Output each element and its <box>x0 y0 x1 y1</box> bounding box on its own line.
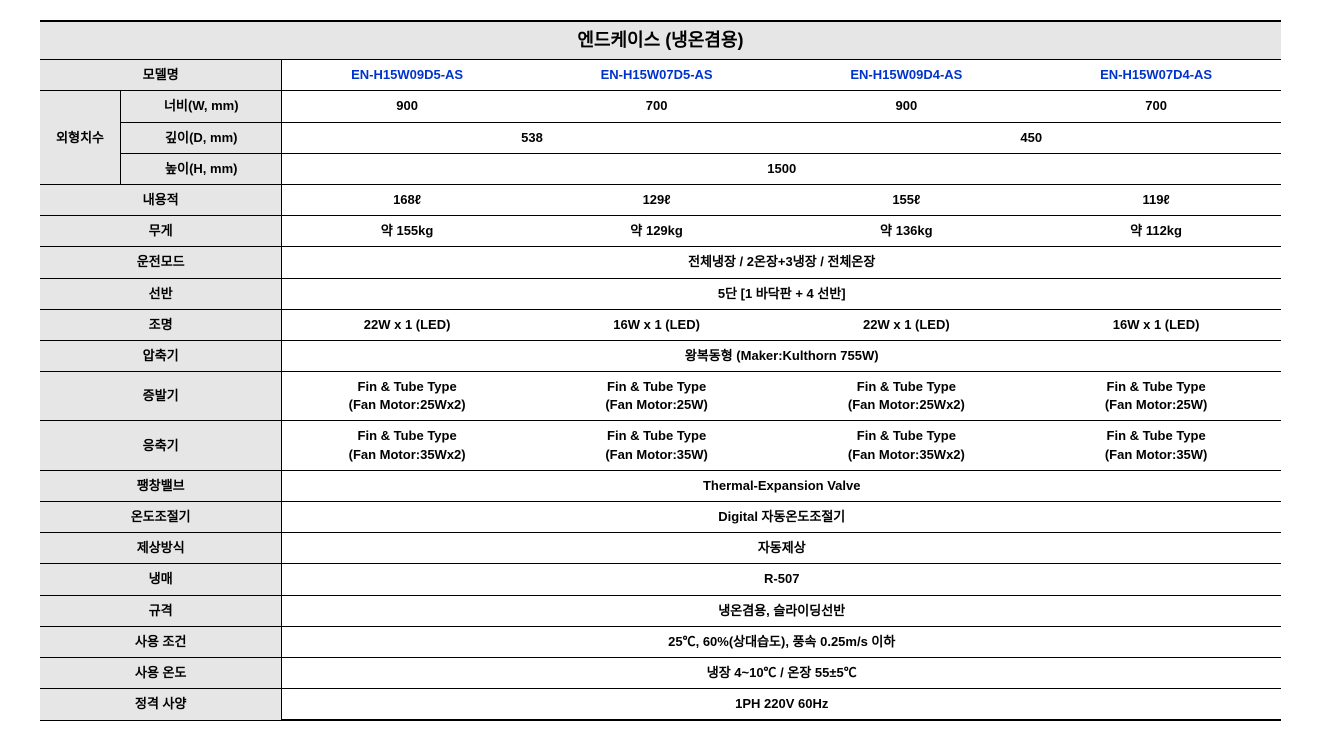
label-weight: 무게 <box>40 216 282 247</box>
label-condenser: 응축기 <box>40 421 282 470</box>
volume-0: 168ℓ <box>282 184 532 215</box>
label-model: 모델명 <box>40 60 282 91</box>
label-spec: 규격 <box>40 595 282 626</box>
defrost-value: 자동제상 <box>282 533 1281 564</box>
row-height: 높이(H, mm) 1500 <box>40 153 1281 184</box>
width-3: 700 <box>1031 91 1281 122</box>
row-thermo: 온도조절기 Digital 자동온도조절기 <box>40 502 1281 533</box>
width-2: 900 <box>781 91 1031 122</box>
row-mode: 운전모드 전체냉장 / 2온장+3냉장 / 전체온장 <box>40 247 1281 278</box>
row-rated: 정격 사양 1PH 220V 60Hz <box>40 689 1281 721</box>
weight-3: 약 112kg <box>1031 216 1281 247</box>
light-2: 22W x 1 (LED) <box>781 309 1031 340</box>
label-shelf: 선반 <box>40 278 282 309</box>
label-defrost: 제상방식 <box>40 533 282 564</box>
weight-1: 약 129kg <box>532 216 782 247</box>
condenser-1: Fin & Tube Type (Fan Motor:35W) <box>532 421 782 470</box>
use-cond-value: 25℃, 60%(상대습도), 풍속 0.25m/s 이하 <box>282 626 1281 657</box>
width-0: 900 <box>282 91 532 122</box>
evaporator-2: Fin & Tube Type (Fan Motor:25Wx2) <box>781 372 1031 421</box>
volume-1: 129ℓ <box>532 184 782 215</box>
label-rated: 정격 사양 <box>40 689 282 721</box>
use-temp-value: 냉장 4~10℃ / 온장 55±5℃ <box>282 657 1281 688</box>
rated-value: 1PH 220V 60Hz <box>282 689 1281 721</box>
weight-0: 약 155kg <box>282 216 532 247</box>
row-valve: 팽창밸브 Thermal-Expansion Valve <box>40 470 1281 501</box>
label-width: 너비(W, mm) <box>121 91 282 122</box>
evaporator-1: Fin & Tube Type (Fan Motor:25W) <box>532 372 782 421</box>
model-0[interactable]: EN-H15W09D5-AS <box>282 60 532 91</box>
model-3[interactable]: EN-H15W07D4-AS <box>1031 60 1281 91</box>
spec-value: 냉온겸용, 슬라이딩선반 <box>282 595 1281 626</box>
refrigerant-value: R-507 <box>282 564 1281 595</box>
label-thermo: 온도조절기 <box>40 502 282 533</box>
model-2[interactable]: EN-H15W09D4-AS <box>781 60 1031 91</box>
row-volume: 내용적 168ℓ 129ℓ 155ℓ 119ℓ <box>40 184 1281 215</box>
depth-right: 450 <box>781 122 1281 153</box>
label-dims-group: 외형치수 <box>40 91 121 185</box>
row-use-cond: 사용 조건 25℃, 60%(상대습도), 풍속 0.25m/s 이하 <box>40 626 1281 657</box>
label-use-temp: 사용 온도 <box>40 657 282 688</box>
model-1[interactable]: EN-H15W07D5-AS <box>532 60 782 91</box>
mode-value: 전체냉장 / 2온장+3냉장 / 전체온장 <box>282 247 1281 278</box>
row-depth: 깊이(D, mm) 538 450 <box>40 122 1281 153</box>
spec-table: 엔드케이스 (냉온겸용) 모델명 EN-H15W09D5-AS EN-H15W0… <box>40 20 1281 721</box>
shelf-value: 5단 [1 바닥판 + 4 선반] <box>282 278 1281 309</box>
row-shelf: 선반 5단 [1 바닥판 + 4 선반] <box>40 278 1281 309</box>
label-mode: 운전모드 <box>40 247 282 278</box>
row-width: 외형치수 너비(W, mm) 900 700 900 700 <box>40 91 1281 122</box>
condenser-0: Fin & Tube Type (Fan Motor:35Wx2) <box>282 421 532 470</box>
row-spec: 규격 냉온겸용, 슬라이딩선반 <box>40 595 1281 626</box>
thermo-value: Digital 자동온도조절기 <box>282 502 1281 533</box>
light-1: 16W x 1 (LED) <box>532 309 782 340</box>
light-0: 22W x 1 (LED) <box>282 309 532 340</box>
light-3: 16W x 1 (LED) <box>1031 309 1281 340</box>
row-defrost: 제상방식 자동제상 <box>40 533 1281 564</box>
weight-2: 약 136kg <box>781 216 1031 247</box>
width-1: 700 <box>532 91 782 122</box>
volume-2: 155ℓ <box>781 184 1031 215</box>
label-valve: 팽창밸브 <box>40 470 282 501</box>
compressor-value: 왕복동형 (Maker:Kulthorn 755W) <box>282 340 1281 371</box>
table-title: 엔드케이스 (냉온겸용) <box>40 21 1281 60</box>
label-refrigerant: 냉매 <box>40 564 282 595</box>
label-use-cond: 사용 조건 <box>40 626 282 657</box>
label-height: 높이(H, mm) <box>121 153 282 184</box>
volume-3: 119ℓ <box>1031 184 1281 215</box>
label-volume: 내용적 <box>40 184 282 215</box>
row-use-temp: 사용 온도 냉장 4~10℃ / 온장 55±5℃ <box>40 657 1281 688</box>
row-light: 조명 22W x 1 (LED) 16W x 1 (LED) 22W x 1 (… <box>40 309 1281 340</box>
row-compressor: 압축기 왕복동형 (Maker:Kulthorn 755W) <box>40 340 1281 371</box>
evaporator-3: Fin & Tube Type (Fan Motor:25W) <box>1031 372 1281 421</box>
label-evaporator: 증발기 <box>40 372 282 421</box>
row-weight: 무게 약 155kg 약 129kg 약 136kg 약 112kg <box>40 216 1281 247</box>
row-condenser: 응축기 Fin & Tube Type (Fan Motor:35Wx2) Fi… <box>40 421 1281 470</box>
depth-left: 538 <box>282 122 782 153</box>
condenser-2: Fin & Tube Type (Fan Motor:35Wx2) <box>781 421 1031 470</box>
label-compressor: 압축기 <box>40 340 282 371</box>
height-all: 1500 <box>282 153 1281 184</box>
title-row: 엔드케이스 (냉온겸용) <box>40 21 1281 60</box>
label-light: 조명 <box>40 309 282 340</box>
row-evaporator: 증발기 Fin & Tube Type (Fan Motor:25Wx2) Fi… <box>40 372 1281 421</box>
row-model: 모델명 EN-H15W09D5-AS EN-H15W07D5-AS EN-H15… <box>40 60 1281 91</box>
condenser-3: Fin & Tube Type (Fan Motor:35W) <box>1031 421 1281 470</box>
valve-value: Thermal-Expansion Valve <box>282 470 1281 501</box>
label-depth: 깊이(D, mm) <box>121 122 282 153</box>
row-refrigerant: 냉매 R-507 <box>40 564 1281 595</box>
evaporator-0: Fin & Tube Type (Fan Motor:25Wx2) <box>282 372 532 421</box>
